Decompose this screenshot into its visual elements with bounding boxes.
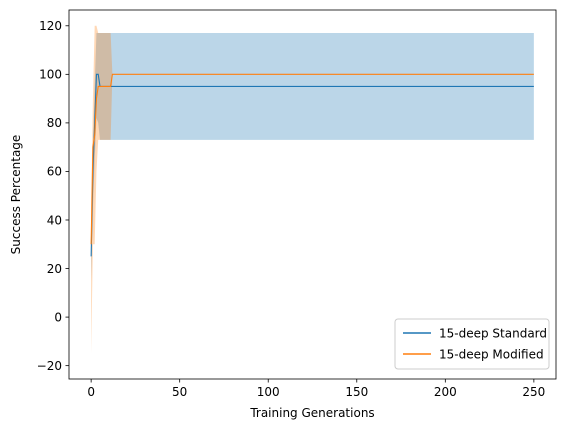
y-tick-label: −20 <box>37 359 62 373</box>
x-tick-label: 200 <box>434 385 457 399</box>
legend-box <box>394 318 550 370</box>
confidence-bands <box>91 25 534 354</box>
y-axis-ticks: −20 0 20 40 60 80 100 120 <box>37 19 69 373</box>
band-standard <box>91 33 534 281</box>
x-tick-label: 250 <box>522 385 545 399</box>
series-line-modified <box>90 73 534 245</box>
series-lines <box>90 73 534 257</box>
y-axis-label: Success Percentage <box>9 135 23 255</box>
plot-frame <box>68 9 557 380</box>
y-tick-label: 100 <box>39 68 62 82</box>
x-tick-label: 150 <box>345 385 368 399</box>
y-tick-label: 80 <box>47 116 62 130</box>
legend-label-standard: 15-deep Standard <box>439 327 547 341</box>
x-tick-label: 50 <box>172 385 187 399</box>
x-axis-label: Training Generations <box>249 406 374 420</box>
x-tick-label: 100 <box>257 385 280 399</box>
y-tick-label: 0 <box>54 310 62 324</box>
x-tick-label: 0 <box>87 385 95 399</box>
legend-label-modified: 15-deep Modified <box>439 348 544 362</box>
x-axis-ticks: 0 50 100 150 200 250 <box>87 379 545 399</box>
y-tick-label: 60 <box>47 165 62 179</box>
y-tick-label: 20 <box>47 262 62 276</box>
y-tick-label: 40 <box>47 213 62 227</box>
y-tick-label: 120 <box>39 19 62 33</box>
legend: 15-deep Standard 15-deep Modified <box>394 318 550 370</box>
